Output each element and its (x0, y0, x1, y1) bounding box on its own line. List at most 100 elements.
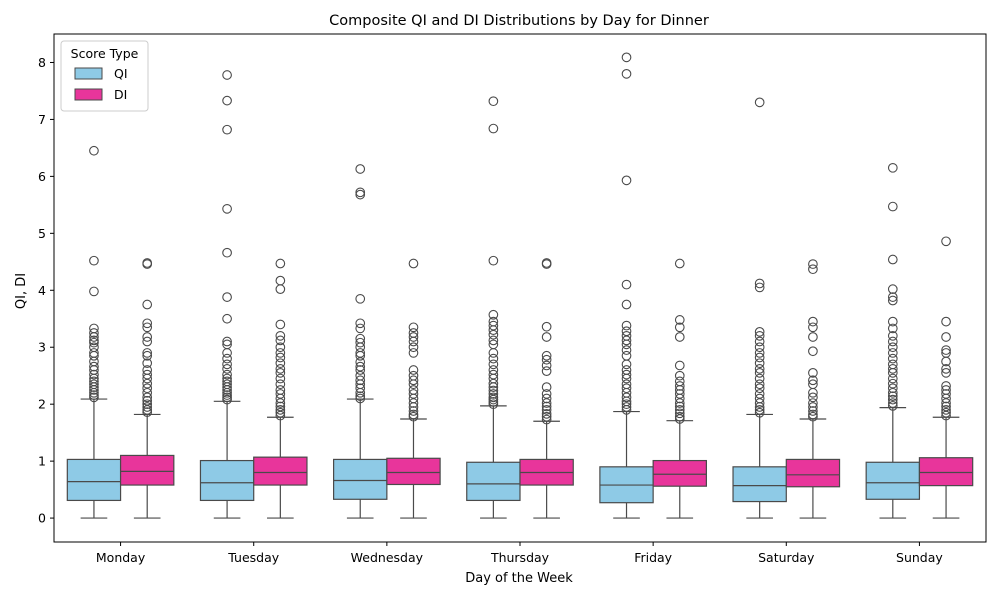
outlier-point (887, 201, 898, 212)
outlier-point (142, 369, 153, 380)
y-tick-label: 6 (38, 169, 46, 184)
outlier-point (222, 339, 232, 350)
outlier-point (621, 402, 632, 412)
outlier-point (355, 393, 366, 404)
iqr-box (918, 457, 974, 487)
outlier-point (674, 376, 685, 387)
outlier-point (674, 389, 685, 399)
x-tick-label: Saturday (758, 550, 815, 565)
outlier-point (941, 407, 951, 418)
outlier-point (887, 336, 898, 347)
y-tick-label: 4 (38, 283, 46, 298)
outlier-point (275, 364, 286, 374)
legend-label-qi: QI (114, 66, 128, 81)
outlier-point (275, 335, 286, 346)
outlier-point (808, 322, 818, 333)
outlier-point (275, 368, 286, 378)
outlier-point (887, 254, 898, 265)
outlier-point (275, 407, 286, 418)
iqr-box (466, 461, 521, 502)
outlier-point (488, 365, 499, 375)
outlier-point (674, 315, 685, 325)
outlier-point (488, 339, 499, 350)
outlier-point (621, 279, 632, 290)
outlier-point (488, 385, 499, 396)
legend-title: Score Type (71, 46, 139, 61)
outlier-point (488, 389, 499, 399)
outlier-point (355, 318, 366, 329)
outlier-point (674, 411, 685, 422)
outlier-point (887, 353, 898, 364)
outlier-point (541, 393, 552, 404)
outlier-point (222, 292, 232, 302)
y-axis-label: QI, DI (14, 273, 29, 309)
box-qi-sunday (865, 162, 921, 519)
outlier-point (754, 327, 765, 337)
y-tick-label: 2 (38, 397, 46, 412)
x-axis-label: Day of the Week (465, 571, 573, 586)
outlier-point (541, 409, 552, 419)
outlier-point (142, 348, 153, 358)
outlier-point (408, 328, 419, 338)
outlier-point (142, 395, 153, 406)
outlier-point (887, 348, 898, 358)
outlier-point (355, 361, 366, 372)
outlier-point (355, 333, 366, 344)
box-di-monday (119, 258, 175, 519)
outlier-point (887, 383, 898, 394)
y-tick-label: 8 (38, 55, 46, 70)
outlier-point (621, 369, 632, 380)
outlier-point (355, 189, 366, 200)
x-tick-label: Friday (634, 550, 672, 565)
outlier-point (222, 390, 232, 400)
outlier-point (887, 364, 898, 374)
outlier-point (621, 399, 632, 410)
legend-label-di: DI (114, 87, 127, 102)
outlier-point (89, 390, 99, 400)
outlier-point (541, 401, 552, 412)
outlier-point (887, 398, 898, 408)
outlier-point (275, 342, 286, 353)
outlier-point (674, 258, 685, 269)
outlier-point (674, 332, 685, 342)
outlier-point (408, 375, 419, 386)
outlier-point (142, 399, 153, 410)
outlier-point (142, 258, 153, 268)
outlier-point (887, 378, 898, 389)
outlier-point (488, 353, 499, 364)
outlier-point (89, 376, 99, 387)
iqr-box (865, 461, 921, 500)
outlier-point (408, 385, 419, 395)
iqr-box (732, 466, 787, 503)
outlier-point (541, 405, 552, 415)
outlier-point (222, 373, 232, 384)
outlier-point (355, 337, 366, 348)
outlier-point (142, 322, 153, 333)
outlier-point (408, 342, 419, 353)
outlier-point (89, 328, 99, 338)
outlier-point (541, 360, 552, 371)
outlier-point (808, 406, 818, 416)
outlier-point (275, 319, 286, 330)
outlier-point (275, 389, 286, 399)
outlier-point (674, 381, 685, 391)
y-tick-label: 1 (38, 454, 46, 469)
outlier-point (222, 70, 232, 80)
outlier-point (488, 369, 499, 380)
outlier-point (89, 286, 99, 297)
outlier-point (887, 323, 898, 334)
outlier-point (621, 350, 632, 361)
outlier-point (941, 348, 951, 358)
outlier-point (142, 332, 153, 342)
outlier-point (275, 385, 286, 395)
outlier-point (222, 379, 232, 390)
outlier-point (89, 361, 99, 372)
outlier-point (541, 258, 552, 268)
outlier-point (887, 284, 898, 294)
outlier-point (808, 375, 818, 386)
outlier-point (488, 96, 499, 107)
y-tick-label: 0 (38, 511, 46, 526)
x-tick-label: Wednesday (351, 550, 424, 565)
outlier-point (355, 375, 366, 386)
iqr-box (386, 457, 441, 486)
